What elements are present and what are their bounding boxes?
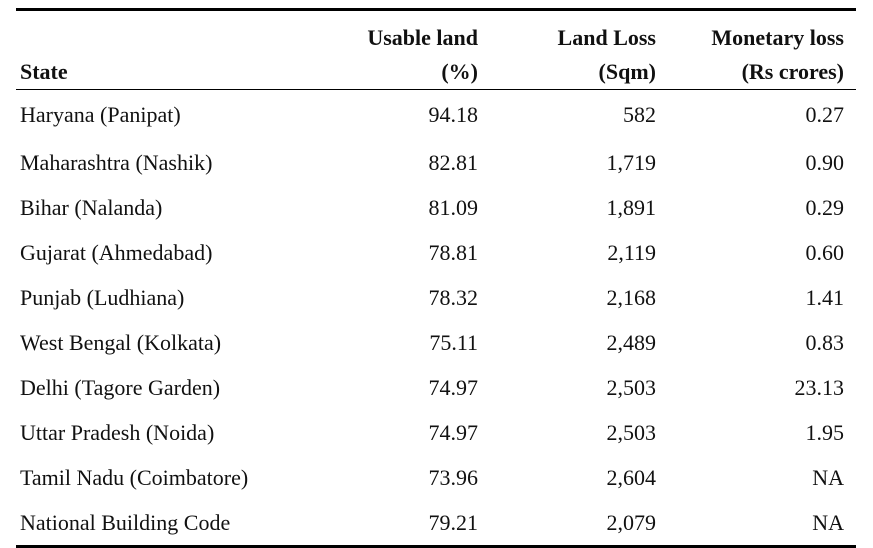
table-header-rule [16,89,856,90]
data-table-container: State Usable land (%) Land Loss (Sqm) Mo… [16,8,856,548]
cell-usable-land: 78.32 [428,284,479,310]
cell-monetary-loss: 1.95 [805,419,845,445]
cell-usable-land: 73.96 [428,464,479,490]
cell-usable-land: 74.97 [428,419,479,445]
table-row: Tamil Nadu (Coimbatore) 73.96 2,604 NA [16,455,856,500]
table-top-rule [16,8,856,11]
cell-land-loss: 2,168 [606,284,657,310]
cell-state: Maharashtra (Nashik) [20,149,213,175]
cell-land-loss: 2,119 [607,239,656,265]
cell-usable-land: 78.81 [428,239,479,265]
land-loss-table-body: Haryana (Panipat) 94.18 582 0.27 Maharas… [16,90,856,545]
cell-land-loss: 2,604 [606,464,657,490]
table-row: Punjab (Ludhiana) 78.32 2,168 1.41 [16,275,856,320]
table-row: National Building Code 79.21 2,079 NA [16,500,856,545]
cell-state: Uttar Pradesh (Noida) [20,419,215,445]
table-row: West Bengal (Kolkata) 75.11 2,489 0.83 [16,320,856,365]
cell-state: Haryana (Panipat) [20,102,181,127]
cell-land-loss: 2,489 [606,329,657,355]
cell-monetary-loss: 0.27 [805,102,845,127]
header-state: State [20,59,68,84]
header-monetary-loss: Monetary loss (Rs crores) [711,25,844,84]
cell-monetary-loss: NA [812,509,844,535]
cell-state: Bihar (Nalanda) [20,194,163,220]
cell-land-loss: 2,503 [606,419,657,445]
cell-monetary-loss: 0.29 [805,194,845,220]
cell-state: Tamil Nadu (Coimbatore) [20,464,249,490]
cell-usable-land: 82.81 [428,149,479,175]
cell-land-loss: 1,719 [606,149,657,175]
cell-monetary-loss: 0.60 [805,239,845,265]
table-row: Bihar (Nalanda) 81.09 1,891 0.29 [16,185,856,230]
cell-land-loss: 2,503 [606,374,657,400]
header-land-loss: Land Loss (Sqm) [557,25,656,84]
cell-usable-land: 74.97 [428,374,479,400]
cell-land-loss: 582 [623,102,656,127]
table-row: Maharashtra (Nashik) 82.81 1,719 0.90 [16,140,856,185]
table-row: Delhi (Tagore Garden) 74.97 2,503 23.13 [16,365,856,410]
cell-monetary-loss: NA [812,464,844,490]
cell-monetary-loss: 0.83 [805,329,845,355]
cell-state: West Bengal (Kolkata) [20,329,222,355]
cell-monetary-loss: 1.41 [805,284,845,310]
cell-usable-land: 94.18 [428,102,479,127]
table-row: Gujarat (Ahmedabad) 78.81 2,119 0.60 [16,230,856,275]
table-row: Uttar Pradesh (Noida) 74.97 2,503 1.95 [16,410,856,455]
land-loss-table: State Usable land (%) Land Loss (Sqm) Mo… [16,11,856,89]
cell-usable-land: 81.09 [428,194,479,220]
cell-usable-land: 79.21 [428,509,479,535]
cell-usable-land: 75.11 [429,329,478,355]
cell-land-loss: 2,079 [606,509,657,535]
cell-state: Punjab (Ludhiana) [20,284,185,310]
cell-state: Gujarat (Ahmedabad) [20,239,213,265]
header-row: State Usable land (%) Land Loss (Sqm) Mo… [16,11,856,89]
cell-state: Delhi (Tagore Garden) [20,374,221,400]
header-usable-land: Usable land (%) [367,25,478,84]
cell-land-loss: 1,891 [606,194,657,220]
table-row: Haryana (Panipat) 94.18 582 0.27 [16,90,856,140]
cell-monetary-loss: 0.90 [805,149,845,175]
cell-monetary-loss: 23.13 [794,374,845,400]
cell-state: National Building Code [20,509,231,535]
